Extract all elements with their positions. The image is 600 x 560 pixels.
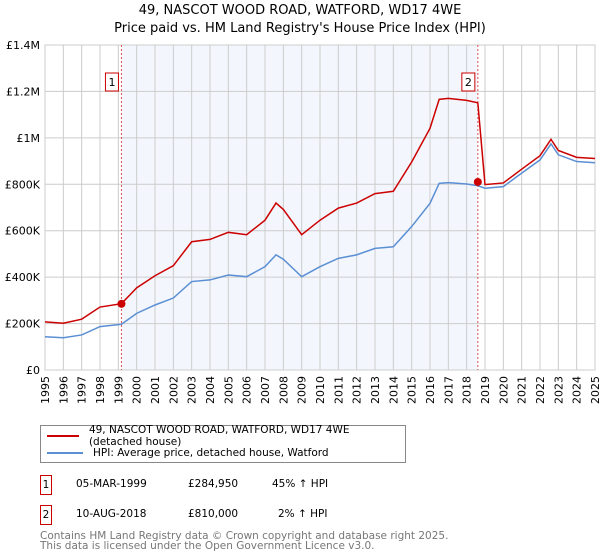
sale-hpi-diff: 45% ↑ HPI <box>272 478 329 490</box>
y-tick-label: £200K <box>5 318 41 331</box>
legend-item-property: 49, NASCOT WOOD ROAD, WATFORD, WD17 4WE … <box>47 424 405 448</box>
x-tick-label: 2012 <box>351 376 364 404</box>
x-tick-label: 1999 <box>112 376 125 404</box>
x-tick-label: 2015 <box>406 376 419 404</box>
sale-point <box>117 299 126 308</box>
x-tick-label: 2010 <box>314 376 327 404</box>
x-tick-label: 2014 <box>387 376 400 404</box>
x-tick-label: 2005 <box>222 376 235 404</box>
x-tick-label: 2007 <box>259 376 272 404</box>
y-tick-label: £800K <box>5 178 41 191</box>
chart-title: 49, NASCOT WOOD ROAD, WATFORD, WD17 4WE … <box>0 2 600 38</box>
sale-hpi-diff: 2% ↑ HPI <box>278 508 328 520</box>
sale-marker-badge: 1 <box>40 475 52 495</box>
footer-line-2: This data is licensed under the Open Gov… <box>40 540 375 552</box>
sale-date: 05-MAR-1999 <box>76 478 147 490</box>
legend-item-hpi: HPI: Average price, detached house, Watf… <box>47 445 329 461</box>
legend-label: 49, NASCOT WOOD ROAD, WATFORD, WD17 4WE … <box>88 424 350 448</box>
x-tick-label: 2023 <box>552 376 565 404</box>
sale-label-box <box>461 72 476 92</box>
x-tick-label: 2019 <box>479 376 492 404</box>
plot-border <box>44 44 596 371</box>
x-tick-label: 2000 <box>131 376 144 404</box>
x-tick-label: 2013 <box>369 376 382 404</box>
legend-line-red <box>47 435 79 437</box>
y-tick-label: £1M <box>17 132 41 145</box>
x-tick-label: 2011 <box>332 376 345 404</box>
x-tick-label: 2017 <box>442 376 455 404</box>
sale-label: 2 <box>465 76 472 89</box>
sale-date: 10-AUG-2018 <box>76 508 147 520</box>
sale-row-2: 2 10-AUG-2018 £810,000 2% ↑ HPI <box>40 505 440 525</box>
footer-line-1: Contains HM Land Registry data © Crown c… <box>40 530 449 542</box>
legend-label: HPI: Average price, detached house, Watf… <box>93 447 329 459</box>
x-tick-label: 2025 <box>589 376 600 404</box>
sale-label-box <box>104 72 119 92</box>
legend: 49, NASCOT WOOD ROAD, WATFORD, WD17 4WE … <box>40 424 406 463</box>
title-line-1: 49, NASCOT WOOD ROAD, WATFORD, WD17 4WE <box>138 3 462 18</box>
x-tick-label: 2004 <box>204 376 217 404</box>
x-tick-label: 2022 <box>534 376 547 404</box>
sale-price: £284,950 <box>188 478 239 490</box>
x-tick-label: 2020 <box>497 376 510 404</box>
sale-label: 1 <box>108 76 115 89</box>
x-tick-label: 2016 <box>424 376 437 404</box>
x-tick-label: 1996 <box>57 376 70 404</box>
x-tick-label: 1997 <box>76 376 89 404</box>
x-tick-label: 2008 <box>277 376 290 404</box>
hpi-line <box>44 142 596 339</box>
legend-line-blue <box>47 452 83 454</box>
price-chart: 1995 1996 1997 1998 1999 2000 2001 2002 2003 2004… <box>5 39 600 404</box>
x-tick-label: 2002 <box>167 376 180 404</box>
property-line <box>44 97 596 324</box>
x-tick-label: 2024 <box>571 376 584 404</box>
y-tick-label: £600K <box>5 225 41 238</box>
footer: Contains HM Land Registry data © Crown c… <box>40 530 449 552</box>
x-tick-label: 2006 <box>241 376 254 404</box>
y-tick-label: £1.4M <box>6 39 40 52</box>
sale-price: £810,000 <box>188 508 239 520</box>
x-tick-label: 2009 <box>296 376 309 404</box>
title-line-2: Price paid vs. HM Land Registry's House … <box>114 21 486 36</box>
sale-marker-badge: 2 <box>40 505 52 525</box>
sale-row-1: 1 05-MAR-1999 £284,950 45% ↑ HPI <box>40 475 440 495</box>
x-tick-label: 2018 <box>461 376 474 404</box>
x-tick-label: 2003 <box>186 376 199 404</box>
x-tick-label: 1998 <box>94 376 107 404</box>
x-tick-label: 1995 <box>39 376 52 404</box>
shaded-ownership-period <box>121 45 478 370</box>
y-tick-label: £1.2M <box>6 85 40 98</box>
x-tick-label: 2001 <box>149 376 162 404</box>
y-tick-label: £0 <box>26 364 40 377</box>
sale-point <box>473 177 482 186</box>
x-tick-label: 2021 <box>516 376 529 404</box>
y-tick-label: £400K <box>5 271 41 284</box>
